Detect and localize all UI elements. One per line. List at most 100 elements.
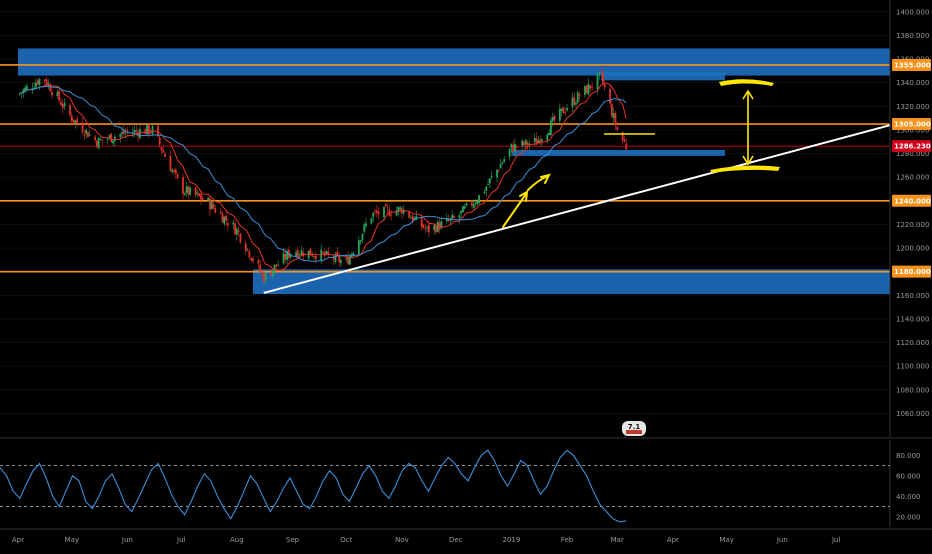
candle-body <box>121 132 123 135</box>
candle-body <box>363 224 366 232</box>
candle-body <box>295 252 297 256</box>
osc-tick-label: 60.000 <box>896 472 921 480</box>
candle-body <box>338 254 341 262</box>
candle-body <box>420 217 423 227</box>
candle-body <box>239 233 242 243</box>
candle-body <box>106 138 109 140</box>
candle-body <box>510 143 513 149</box>
candle-body <box>108 135 111 139</box>
annotation-arrow-head <box>540 173 551 184</box>
candle-body <box>264 272 267 282</box>
candle-body <box>433 225 436 231</box>
candle-body <box>101 139 104 141</box>
candle-body <box>591 87 594 88</box>
candle-body <box>413 217 416 220</box>
annotation-arrow <box>502 193 527 228</box>
candle-body <box>31 88 34 89</box>
candle-body <box>490 176 493 178</box>
candle-body <box>223 216 226 225</box>
candle-body <box>537 140 540 143</box>
candle-body <box>436 221 439 232</box>
price-tick-label: 1320.000 <box>896 103 929 111</box>
candle-body <box>399 207 402 210</box>
candle-body <box>566 108 568 111</box>
candle-body <box>340 259 342 263</box>
annotation-arrow <box>527 175 549 191</box>
candle-body <box>483 192 486 193</box>
candle-body <box>447 219 450 221</box>
candle-body <box>277 264 280 266</box>
annotations-layer <box>502 79 780 228</box>
x-tick-label: Apr <box>12 536 24 544</box>
candle-body <box>453 216 455 218</box>
candle-body <box>598 72 601 75</box>
x-tick-label: May <box>65 536 79 544</box>
candle-body <box>370 217 373 224</box>
candle-body <box>589 85 592 89</box>
candle-body <box>262 273 265 283</box>
candle-body <box>124 132 127 134</box>
candle-body <box>327 251 330 255</box>
candle-body <box>72 119 75 123</box>
candle-body <box>603 83 606 88</box>
watermark-text: 7.1 <box>628 423 641 431</box>
price-tag <box>892 58 931 71</box>
candle-body <box>63 102 66 107</box>
x-tick-label: Oct <box>340 536 352 544</box>
price-tick-label: 1160.000 <box>896 292 929 300</box>
candle-body <box>365 223 367 227</box>
candle-body <box>99 139 102 140</box>
candle-body <box>257 260 260 264</box>
zones-layer <box>17 48 891 295</box>
candle-body <box>462 206 464 213</box>
candle-body <box>58 90 61 101</box>
watermark-badge-band <box>626 430 642 434</box>
candle-body <box>614 113 617 126</box>
candle-body <box>144 129 147 135</box>
candle-body <box>38 78 41 86</box>
price-tick-label: 1060.000 <box>896 410 929 418</box>
candle-body <box>616 126 619 130</box>
candle-body <box>311 255 314 257</box>
candle-body <box>225 215 227 221</box>
price-tick-label: 1340.000 <box>896 79 929 87</box>
candle-body <box>395 210 398 216</box>
candle-body <box>119 134 122 138</box>
candle-body <box>496 169 498 178</box>
candle-body <box>45 79 48 86</box>
candle-body <box>133 129 136 133</box>
candle-body <box>375 210 378 214</box>
x-axis[interactable]: Apr May Jun Jul Aug Sep Oct Nov Dec 2019 Feb Mar Apr… <box>0 528 932 544</box>
candle-body <box>24 87 27 92</box>
candle-body <box>546 134 549 141</box>
candle-body <box>587 83 590 95</box>
candle-body <box>600 71 603 73</box>
x-tick-label: Nov <box>395 536 409 544</box>
candle-body <box>415 215 418 220</box>
candle-body <box>465 203 468 206</box>
osc-tick-label: 80.000 <box>896 452 921 460</box>
candle-body <box>424 228 427 230</box>
candle-body <box>384 204 387 207</box>
candle-body <box>284 253 287 260</box>
candle-body <box>26 86 28 90</box>
oscillator-panel: 20.000 40.000 60.000 80.000 <box>0 437 932 527</box>
candle-body <box>162 150 165 153</box>
candle-body <box>584 85 586 95</box>
candle-body <box>535 137 538 145</box>
candle-body <box>122 129 125 134</box>
candle-body <box>521 140 524 146</box>
candle-body <box>621 132 624 141</box>
candle-body <box>76 118 79 124</box>
moving-average-line <box>19 85 627 262</box>
candle-body <box>226 223 229 226</box>
trendline-layer <box>263 124 891 294</box>
moving-averages-layer <box>19 82 627 272</box>
trendline <box>263 124 891 294</box>
price-tick-label: 1120.000 <box>896 339 929 347</box>
price-tag <box>892 194 931 207</box>
candle-body <box>56 92 59 96</box>
candle-body <box>250 258 253 261</box>
candle-body <box>499 164 502 169</box>
x-tick-label: Dec <box>449 536 463 544</box>
